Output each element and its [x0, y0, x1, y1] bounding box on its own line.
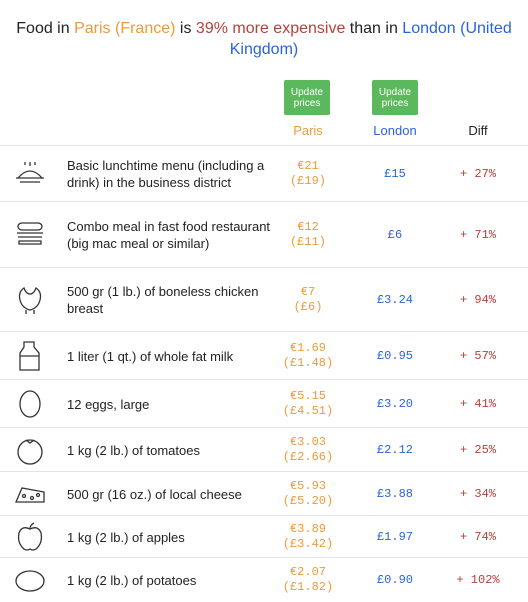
icon: [15, 570, 45, 592]
price-diff: + 71%: [459, 227, 496, 242]
paris-price: €7: [300, 285, 316, 299]
item-icon: [12, 558, 48, 602]
update-button[interactable]: Update prices: [372, 80, 418, 115]
icon: [17, 222, 43, 245]
table-row: Basic lunchtime menu (including a drink)…: [0, 145, 528, 202]
table-row: 1 kg (2 lb.) of potatoes €2.07 (£1.82) £0.9…: [0, 557, 528, 602]
table-row: Combo meal in fast food restaurant (big …: [0, 201, 528, 268]
paris-price: €5.15: [289, 389, 326, 403]
column-header: Paris: [293, 123, 323, 138]
item-icon: [12, 380, 48, 428]
column-header: Diff: [468, 123, 488, 138]
paris-price-cell: €3.03 (£2.66): [268, 428, 348, 472]
paris-price-cell: €5.93 (£5.20): [268, 472, 348, 516]
paris-price-converted: (£1.48): [282, 356, 334, 370]
table-row: 1 liter (1 qt.) of whole fat milk €1.69 (£…: [0, 331, 528, 380]
update-button[interactable]: Update prices: [284, 80, 330, 115]
paris-price-converted: (£1.82): [282, 580, 334, 594]
paris-price-converted: (£11): [289, 235, 326, 249]
paris-price-converted: (£6): [293, 300, 323, 314]
table-row: 1 kg (2 lb.) of tomatoes €3.03 (£2.66) £2.1…: [0, 427, 528, 472]
item-name: 12 eggs, large: [67, 396, 150, 412]
paris-price-converted: (£4.51): [282, 404, 334, 418]
title-text: is: [179, 20, 192, 37]
icon: [17, 522, 43, 551]
icon: [16, 162, 44, 183]
item-name: 1 kg (2 lb.) of tomatoes: [67, 442, 200, 458]
paris-price-cell: €3.89 (£3.42): [268, 516, 348, 558]
paris-price: €1.69: [289, 341, 326, 355]
paris-price-cell: €2.07 (£1.82): [268, 558, 348, 602]
london-price: £6: [387, 227, 403, 242]
paris-price-cell: €5.15 (£4.51): [268, 380, 348, 428]
item-icon: [12, 332, 48, 380]
paris-price-converted: (£19): [289, 174, 326, 188]
title-text: than in: [349, 20, 398, 37]
table-row: 500 gr (1 lb.) of boneless chicken breas…: [0, 267, 528, 332]
price-diff: + 94%: [459, 292, 496, 307]
paris-price: €2.07: [289, 565, 326, 579]
title-diff: 39% more expensive: [195, 20, 346, 37]
icon: [15, 487, 45, 503]
london-price: £1.97: [376, 529, 413, 544]
item-icon: [12, 428, 48, 472]
price-diff: + 27%: [459, 166, 496, 181]
price-diff: + 57%: [459, 348, 496, 363]
title-text: Food in: [16, 20, 70, 37]
london-price: £3.88: [376, 486, 413, 501]
item-name: 1 liter (1 qt.) of whole fat milk: [67, 348, 234, 364]
title: Food in Paris (France) is 39% more expen…: [10, 18, 518, 60]
price-diff: + 34%: [459, 486, 496, 501]
city-b[interactable]: London (United Kingdom): [229, 20, 512, 58]
column-header: London: [373, 123, 417, 138]
london-price: £15: [384, 166, 406, 181]
london-price: £0.90: [376, 572, 413, 587]
item-name: 1 kg (2 lb.) of apples: [67, 529, 185, 545]
item-icon: [12, 268, 48, 332]
item-icon: [12, 202, 48, 268]
icon: [19, 341, 40, 371]
icon: [19, 390, 41, 418]
paris-price-converted: (£3.42): [282, 537, 334, 551]
paris-price-cell: €12 (£11): [268, 202, 348, 268]
table-row: 500 gr (16 oz.) of local cheese €5.93 (£5.…: [0, 471, 528, 516]
paris-price: €3.89: [289, 522, 326, 536]
london-price: £3.20: [376, 396, 413, 411]
price-diff: + 25%: [459, 442, 496, 457]
paris-price-cell: €21 (£19): [268, 146, 348, 202]
item-name: Combo meal in fast food restaurant (big …: [67, 219, 271, 251]
paris-price-cell: €7 (£6): [268, 268, 348, 332]
paris-price: €21: [297, 159, 319, 173]
price-diff: + 102%: [456, 572, 500, 587]
city-a[interactable]: Paris (France): [74, 20, 176, 37]
icon: [17, 439, 43, 465]
london-price: £3.24: [376, 292, 413, 307]
table-row: 12 eggs, large €5.15 (£4.51) £3.20 + 41%: [0, 379, 528, 428]
london-price: £2.12: [376, 442, 413, 457]
paris-price-converted: (£5.20): [282, 494, 334, 508]
price-diff: + 41%: [459, 396, 496, 411]
paris-price-cell: €1.69 (£1.48): [268, 332, 348, 380]
paris-price-converted: (£2.66): [282, 450, 334, 464]
paris-price: €12: [297, 220, 319, 234]
item-icon: [12, 516, 48, 558]
item-name: Basic lunchtime menu (including a drink)…: [67, 158, 265, 190]
london-price: £0.95: [376, 348, 413, 363]
item-icon: [12, 472, 48, 516]
paris-price: €5.93: [289, 479, 326, 493]
paris-price: €3.03: [289, 435, 326, 449]
item-icon: [12, 146, 48, 202]
item-name: 500 gr (1 lb.) of boneless chicken breas…: [67, 284, 259, 316]
icon: [18, 286, 42, 314]
item-name: 1 kg (2 lb.) of potatoes: [67, 572, 197, 588]
table-row: 1 kg (2 lb.) of apples €3.89 (£3.42) £1.97 +…: [0, 515, 528, 558]
price-diff: + 74%: [459, 529, 496, 544]
item-name: 500 gr (16 oz.) of local cheese: [67, 486, 242, 502]
